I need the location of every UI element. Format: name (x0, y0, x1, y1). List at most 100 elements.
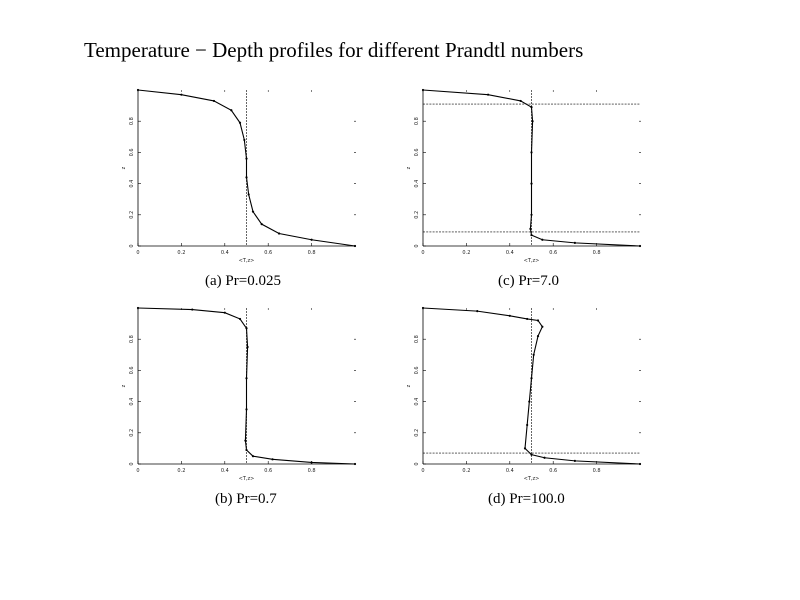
chart-panel-d: 0 0.2 0.4 0.6 0.8 0 0.2 0.4 0.6 0.8 <T,z> z (403, 300, 643, 482)
profile-point-d (421, 306, 425, 310)
profile-point-b (244, 439, 247, 442)
x-tick-label-c: 0.4 (506, 250, 514, 256)
profile-point-d (536, 334, 540, 338)
profile-point-a (310, 238, 313, 241)
y-tick-label-d: 0 (414, 462, 420, 465)
chart-c-caption: (c) Pr=7.0 (498, 273, 559, 289)
profile-point-a (251, 210, 255, 213)
profile-point-a (136, 88, 140, 92)
y-axis-label-d: z (406, 384, 412, 387)
profile-point-d (530, 453, 533, 456)
profile-point-c (529, 227, 532, 230)
x-tick-label-d: 0.6 (549, 468, 557, 474)
profile-point-a (245, 157, 248, 160)
y-tick-label-b: 0.2 (129, 429, 135, 437)
y-tick-label-b: 0.6 (129, 366, 135, 374)
profile-line-d (422, 307, 641, 465)
profile-point-c (519, 99, 522, 103)
x-tick-label-b: 0.4 (221, 468, 229, 474)
y-tick-label-c: 0 (414, 244, 420, 247)
x-tick-label-d: 0.4 (506, 468, 514, 474)
chart-a-caption: (a) Pr=0.025 (205, 273, 281, 289)
profile-point-c (421, 88, 425, 92)
profile-point-a (247, 193, 250, 196)
profile-point-b (223, 311, 226, 314)
profile-line-a (137, 89, 356, 247)
y-tick-label-d: 0.4 (414, 398, 420, 406)
x-tick-label-b: 0.2 (177, 468, 185, 474)
profile-point-c (530, 106, 533, 109)
profile-point-b (238, 317, 242, 321)
x-tick-label-a: 0.4 (221, 250, 229, 256)
y-tick-label-c: 0.4 (414, 180, 420, 188)
profile-point-d (541, 325, 544, 328)
profile-point-b (245, 408, 248, 411)
profile-point-d (526, 423, 529, 427)
y-tick-label-c: 0.6 (414, 148, 420, 156)
profile-point-b (310, 461, 313, 464)
profile-point-d (532, 353, 535, 356)
profile-line-b (137, 307, 356, 465)
y-tick-label-d: 0.8 (414, 335, 420, 343)
x-tick-label-a: 0.2 (177, 250, 185, 256)
profile-point-b (271, 458, 274, 461)
profile-point-c (487, 93, 490, 96)
chart-panel-c: 0 0.2 0.4 0.6 0.8 0 0.2 0.4 0.6 0.8 <T,z> z (403, 82, 643, 264)
profile-point-c (530, 151, 533, 154)
profile-point-c (638, 244, 642, 248)
y-axis-label-b: z (121, 384, 127, 387)
y-tick-label-a: 0.2 (129, 211, 135, 219)
x-tick-label-c: 0.6 (549, 250, 557, 256)
profile-point-b (245, 327, 248, 330)
y-tick-label-c: 0.2 (414, 211, 420, 219)
y-tick-label-d: 0.6 (414, 366, 420, 374)
y-tick-label-c: 0.8 (414, 117, 420, 125)
profile-point-a (238, 121, 242, 124)
profile-point-a (212, 99, 216, 103)
slide-title: Temperature − Depth profiles for differe… (84, 38, 584, 62)
x-tick-label-d: 0.8 (593, 468, 601, 474)
x-tick-label-b: 0.8 (308, 468, 316, 474)
profile-point-a (245, 176, 248, 179)
profile-point-b (251, 455, 255, 458)
y-tick-label-b: 0.8 (129, 335, 135, 343)
x-tick-label-b: 0 (136, 468, 139, 474)
profile-point-a (260, 223, 263, 226)
x-tick-label-c: 0 (421, 250, 424, 256)
chart-d-caption: (d) Pr=100.0 (488, 491, 565, 507)
x-tick-label-a: 0.6 (264, 250, 272, 256)
profile-point-b (353, 462, 357, 466)
profile-point-d (508, 314, 511, 317)
y-axis-label-c: z (406, 166, 412, 169)
profile-point-a (180, 93, 183, 96)
profile-point-d (543, 456, 546, 459)
x-tick-label-b: 0.6 (264, 468, 272, 474)
profile-point-d (638, 462, 642, 466)
profile-point-c (573, 241, 576, 244)
x-tick-label-d: 0.2 (462, 468, 470, 474)
chart-b-plot: 0 0.2 0.4 0.6 0.8 0 0.2 0.4 0.6 0.8 <T,z> z (121, 306, 357, 482)
profile-point-c (541, 238, 544, 241)
profile-point-d (528, 400, 531, 403)
profile-point-d (476, 310, 479, 313)
profile-point-a (277, 232, 281, 235)
y-axis-label-a: z (121, 166, 127, 169)
y-tick-label-b: 0 (129, 462, 135, 465)
x-tick-label-a: 0.8 (308, 250, 316, 256)
x-tick-label-a: 0 (136, 250, 139, 256)
profile-point-a (353, 244, 357, 248)
profile-point-c (530, 233, 533, 237)
y-tick-label-a: 0.6 (129, 148, 135, 156)
profile-point-c (531, 120, 534, 123)
profile-point-a (243, 138, 246, 142)
profile-point-b (136, 306, 140, 310)
y-tick-label-a: 0 (129, 244, 135, 247)
x-axis-label-a: <T,z> (239, 258, 255, 264)
chart-b-caption: (b) Pr=0.7 (215, 491, 277, 507)
profile-point-d (536, 319, 540, 322)
y-tick-label-a: 0.4 (129, 180, 135, 188)
x-axis-label-d: <T,z> (524, 476, 540, 482)
profile-point-d (573, 459, 576, 462)
chart-panel-a: 0 0.2 0.4 0.6 0.8 0 0.2 0.4 0.6 0.8 <T,z> z (118, 82, 358, 264)
y-tick-label-a: 0.8 (129, 117, 135, 125)
